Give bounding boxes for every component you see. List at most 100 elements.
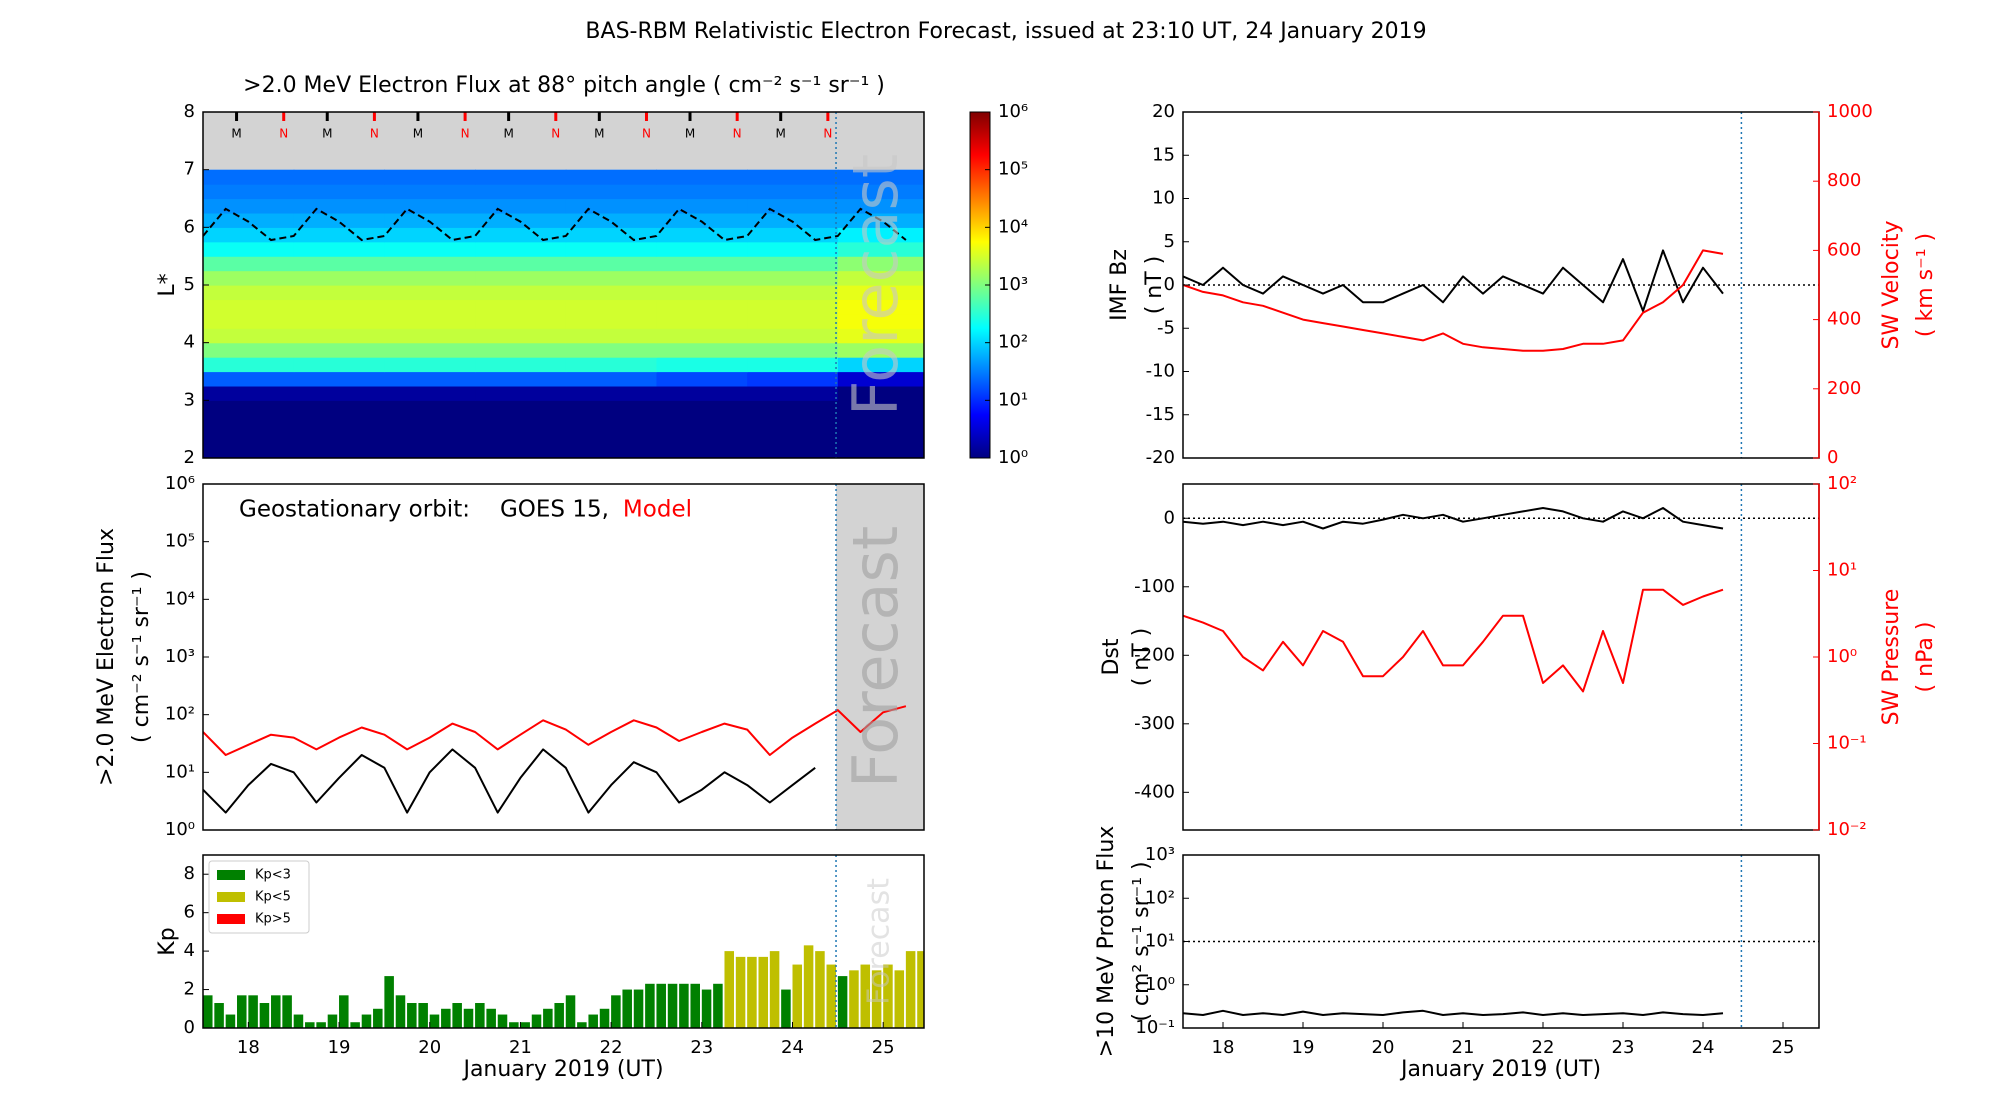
heatmap-cell bbox=[837, 241, 924, 257]
series-line bbox=[1183, 249, 1724, 312]
bar bbox=[758, 956, 769, 1028]
heatmap-cell bbox=[747, 443, 839, 458]
bar bbox=[803, 945, 814, 1028]
legend-label: Kp<5 bbox=[255, 890, 291, 905]
y-tick-label: 10³ bbox=[1145, 844, 1175, 865]
bar bbox=[894, 970, 905, 1028]
heatmap-cell bbox=[565, 313, 658, 329]
bar bbox=[599, 1008, 610, 1028]
bar bbox=[622, 989, 632, 1028]
colorbar-tick-label: 10¹ bbox=[998, 389, 1028, 410]
heatmap-cell bbox=[203, 256, 295, 272]
heatmap-cell bbox=[656, 198, 748, 214]
y-axis-label: L* bbox=[155, 273, 180, 296]
heatmap-cell bbox=[837, 169, 924, 185]
colorbar-tick-label: 10⁰ bbox=[998, 447, 1028, 468]
heatmap-cell bbox=[656, 241, 748, 257]
marker-label: M bbox=[322, 127, 332, 141]
bar bbox=[577, 1022, 587, 1028]
heatmap-cell bbox=[565, 198, 658, 214]
colorbar-tick-label: 10⁵ bbox=[998, 159, 1028, 180]
bar bbox=[248, 995, 258, 1028]
heatmap-cell bbox=[384, 385, 476, 401]
heatmap-cell bbox=[747, 429, 839, 445]
heatmap-cell bbox=[837, 429, 924, 445]
heatmap-cell bbox=[384, 313, 476, 329]
bar bbox=[543, 1008, 553, 1028]
heatmap-cell bbox=[475, 313, 567, 329]
heatmap-cell bbox=[293, 414, 385, 430]
heatmap-cell bbox=[656, 400, 748, 416]
heatmap-cell bbox=[565, 227, 658, 243]
heatmap-cell bbox=[293, 328, 385, 344]
marker-label: N bbox=[551, 127, 560, 141]
heatmap-cell bbox=[656, 169, 748, 185]
x-tick-label: 25 bbox=[872, 1037, 895, 1058]
heatmap-cell bbox=[837, 184, 924, 200]
heatmap-cell bbox=[656, 429, 748, 445]
heatmap-cell bbox=[747, 198, 839, 214]
heatmap-cell bbox=[747, 212, 839, 228]
heatmap-cell bbox=[384, 270, 476, 286]
marker-label: M bbox=[685, 127, 695, 141]
heatmap-cell bbox=[565, 385, 658, 401]
heatmap-cell bbox=[747, 227, 839, 243]
heatmap-cell bbox=[475, 256, 567, 272]
y-tick-label: 10⁰ bbox=[1145, 974, 1175, 995]
y-tick-label: -200 bbox=[1134, 644, 1175, 665]
x-tick-label: 20 bbox=[1372, 1037, 1395, 1058]
heatmap-cell bbox=[384, 443, 476, 458]
heatmap-cell bbox=[747, 357, 839, 373]
x-tick-label: 23 bbox=[1612, 1037, 1635, 1058]
heatmap-cell bbox=[565, 285, 658, 301]
heatmap-cell bbox=[475, 342, 567, 358]
panel-title: >2.0 MeV Electron Flux at 88° pitch angl… bbox=[243, 73, 885, 98]
bar bbox=[316, 1022, 326, 1028]
y-tick-label: 5 bbox=[1164, 231, 1175, 252]
series-line bbox=[1183, 588, 1724, 693]
bar bbox=[849, 970, 859, 1028]
bar bbox=[305, 1022, 315, 1028]
heatmap-cell bbox=[293, 342, 385, 358]
heatmap-cell bbox=[837, 371, 924, 387]
heatmap-cell bbox=[203, 385, 295, 401]
heatmap-cell bbox=[656, 285, 748, 301]
heatmap-cell bbox=[293, 285, 385, 301]
heatmap-cell bbox=[203, 429, 295, 445]
heatmap-cell bbox=[293, 169, 385, 185]
y-tick-label: 0 bbox=[184, 1017, 195, 1038]
y-tick-label: 0 bbox=[1164, 507, 1175, 528]
heatmap-cell bbox=[656, 299, 748, 315]
heatmap-cell bbox=[747, 328, 839, 344]
heatmap-cell bbox=[565, 184, 658, 200]
heatmap-cell bbox=[384, 429, 476, 445]
y2-tick-label: 1000 bbox=[1827, 101, 1873, 122]
colorbar-tick-label: 10³ bbox=[998, 274, 1028, 295]
heatmap-cell bbox=[293, 198, 385, 214]
forecast-watermark: Forecast bbox=[839, 154, 912, 416]
colorbar-tick-label: 10² bbox=[998, 332, 1028, 353]
heatmap-cell bbox=[565, 169, 658, 185]
heatmap-cell bbox=[747, 313, 839, 329]
y2-axis-label: ( km s⁻¹ ) bbox=[1913, 233, 1938, 337]
heatmap-cell bbox=[384, 169, 476, 185]
bar bbox=[633, 989, 644, 1028]
y2-tick-label: 200 bbox=[1827, 378, 1861, 399]
bar bbox=[429, 1014, 440, 1028]
figure-title: BAS-RBM Relativistic Electron Forecast, … bbox=[585, 19, 1426, 44]
bar bbox=[565, 995, 576, 1028]
heatmap-cell bbox=[384, 227, 476, 243]
annotation: Geostationary orbit: bbox=[239, 497, 470, 523]
y-axis-label: ( cm⁻² s⁻¹ sr⁻¹ ) bbox=[129, 571, 154, 743]
heatmap-cell bbox=[475, 285, 567, 301]
x-tick-label: 18 bbox=[1212, 1037, 1235, 1058]
x-tick-label: 22 bbox=[1532, 1037, 1555, 1058]
colorbar-tick-label: 10⁴ bbox=[998, 216, 1028, 237]
bar bbox=[554, 1003, 564, 1028]
y-tick-label: 10⁶ bbox=[165, 473, 195, 494]
y-tick-label: 5 bbox=[184, 274, 195, 295]
heatmap-cell bbox=[384, 198, 476, 214]
heatmap-cell bbox=[384, 299, 476, 315]
heatmap-cell bbox=[475, 357, 567, 373]
heatmap-cell bbox=[747, 299, 839, 315]
